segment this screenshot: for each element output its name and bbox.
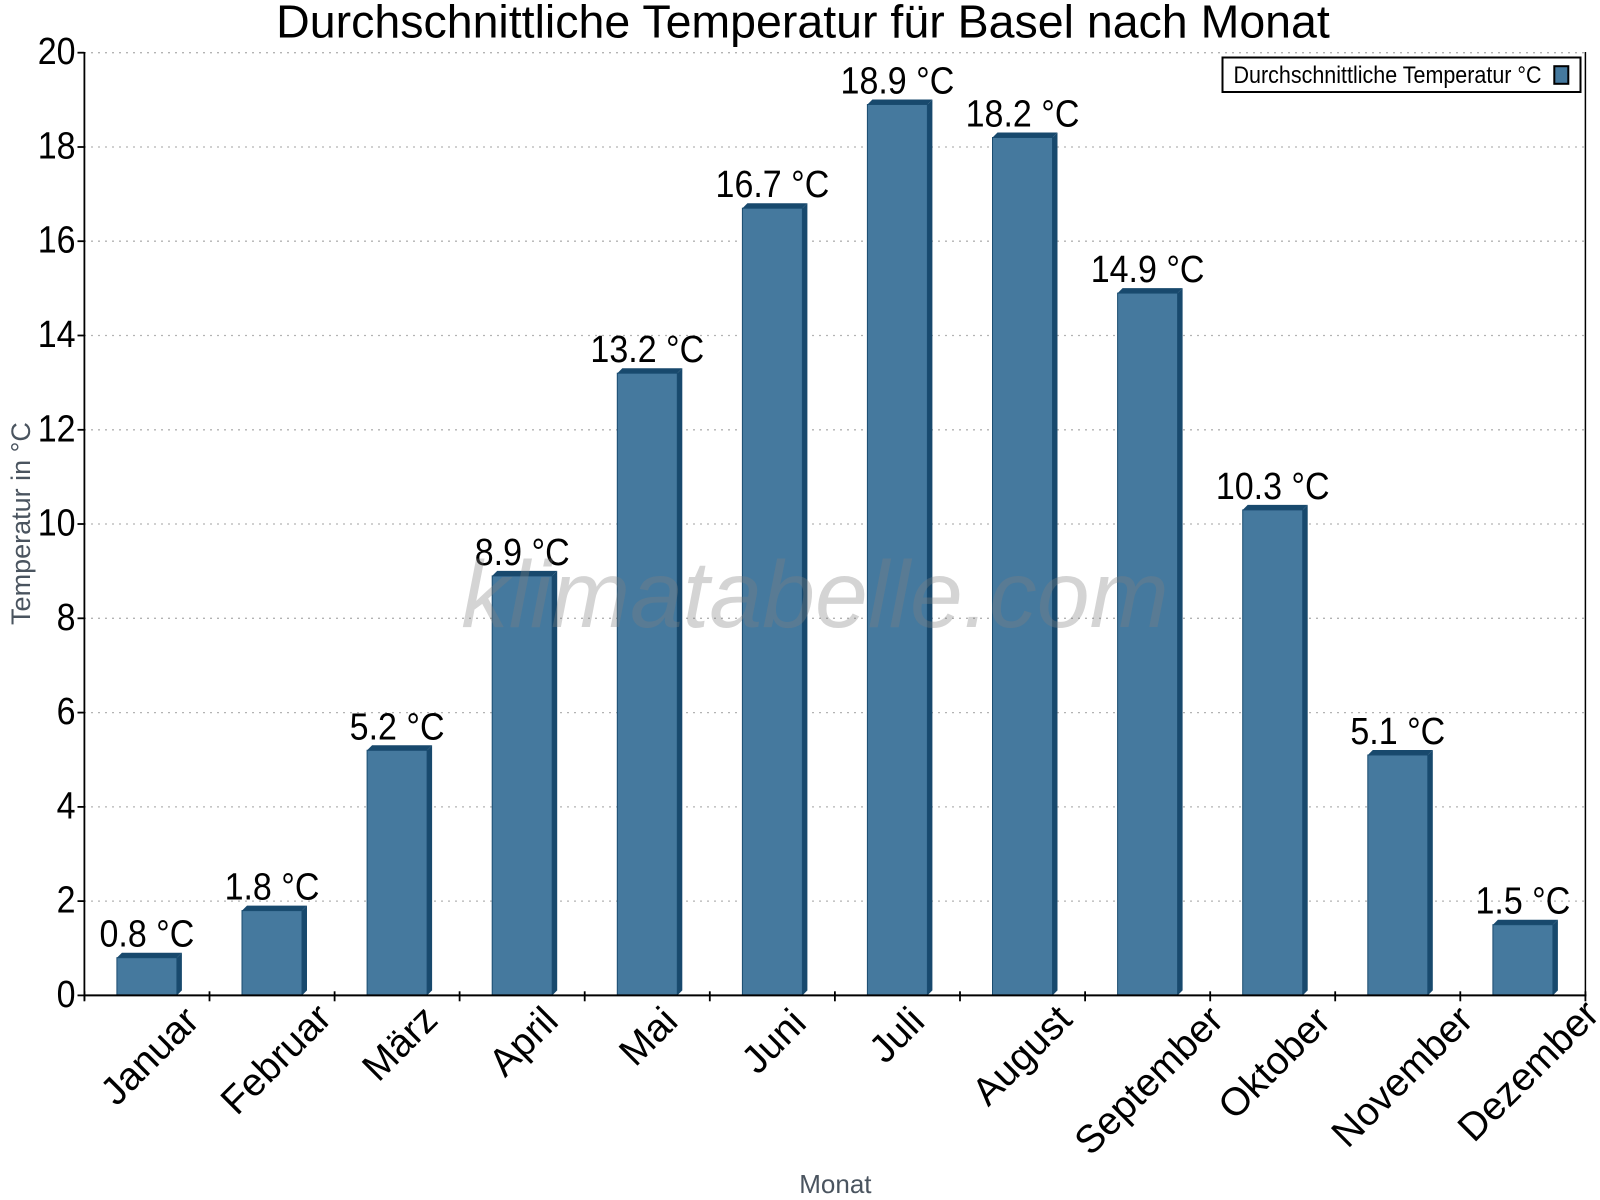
svg-text:4: 4	[57, 785, 76, 827]
svg-text:13.2 °C: 13.2 °C	[590, 329, 704, 371]
svg-text:Durchschnittliche Temperatur f: Durchschnittliche Temperatur für Basel n…	[276, 0, 1330, 48]
svg-text:12: 12	[38, 408, 76, 450]
svg-text:1.5 °C: 1.5 °C	[1475, 880, 1570, 922]
svg-text:1.8 °C: 1.8 °C	[225, 866, 320, 908]
svg-text:Monat: Monat	[799, 1169, 872, 1199]
svg-text:16: 16	[38, 219, 76, 261]
svg-text:5.2 °C: 5.2 °C	[350, 706, 445, 748]
svg-text:klimatabelle.com: klimatabelle.com	[461, 542, 1169, 648]
svg-text:8: 8	[57, 596, 76, 638]
svg-text:18: 18	[38, 125, 76, 167]
svg-text:14: 14	[38, 313, 76, 355]
svg-text:16.7 °C: 16.7 °C	[716, 164, 830, 206]
svg-text:5.1 °C: 5.1 °C	[1350, 710, 1445, 752]
svg-text:8.9 °C: 8.9 °C	[475, 531, 570, 573]
svg-text:0: 0	[57, 973, 76, 1015]
svg-text:Temperatur in °C: Temperatur in °C	[6, 422, 36, 625]
svg-text:14.9 °C: 14.9 °C	[1091, 249, 1205, 291]
svg-text:18.9 °C: 18.9 °C	[841, 60, 955, 102]
svg-text:6: 6	[57, 691, 76, 733]
svg-text:10: 10	[38, 502, 76, 544]
svg-text:18.2 °C: 18.2 °C	[966, 93, 1080, 135]
svg-text:10.3 °C: 10.3 °C	[1216, 465, 1330, 507]
svg-text:2: 2	[57, 879, 76, 921]
svg-text:0.8 °C: 0.8 °C	[99, 913, 194, 955]
svg-text:20: 20	[38, 31, 76, 73]
svg-text:Durchschnittliche Temperatur °: Durchschnittliche Temperatur °C	[1234, 62, 1542, 88]
